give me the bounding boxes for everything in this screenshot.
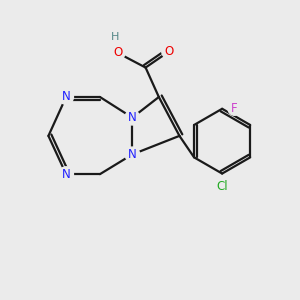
- Text: N: N: [62, 168, 70, 181]
- Text: N: N: [128, 111, 137, 124]
- Text: Cl: Cl: [216, 180, 228, 193]
- Circle shape: [125, 147, 140, 162]
- Text: N: N: [62, 91, 70, 103]
- Circle shape: [109, 31, 121, 43]
- Circle shape: [213, 177, 232, 196]
- Text: F: F: [231, 102, 238, 115]
- Circle shape: [59, 167, 74, 182]
- Text: H: H: [110, 32, 119, 42]
- Text: O: O: [164, 45, 174, 58]
- Circle shape: [125, 110, 140, 125]
- Text: O: O: [113, 46, 122, 59]
- Circle shape: [59, 90, 74, 104]
- Circle shape: [110, 46, 125, 60]
- Text: N: N: [128, 148, 137, 161]
- Circle shape: [162, 44, 176, 59]
- Circle shape: [228, 102, 241, 115]
